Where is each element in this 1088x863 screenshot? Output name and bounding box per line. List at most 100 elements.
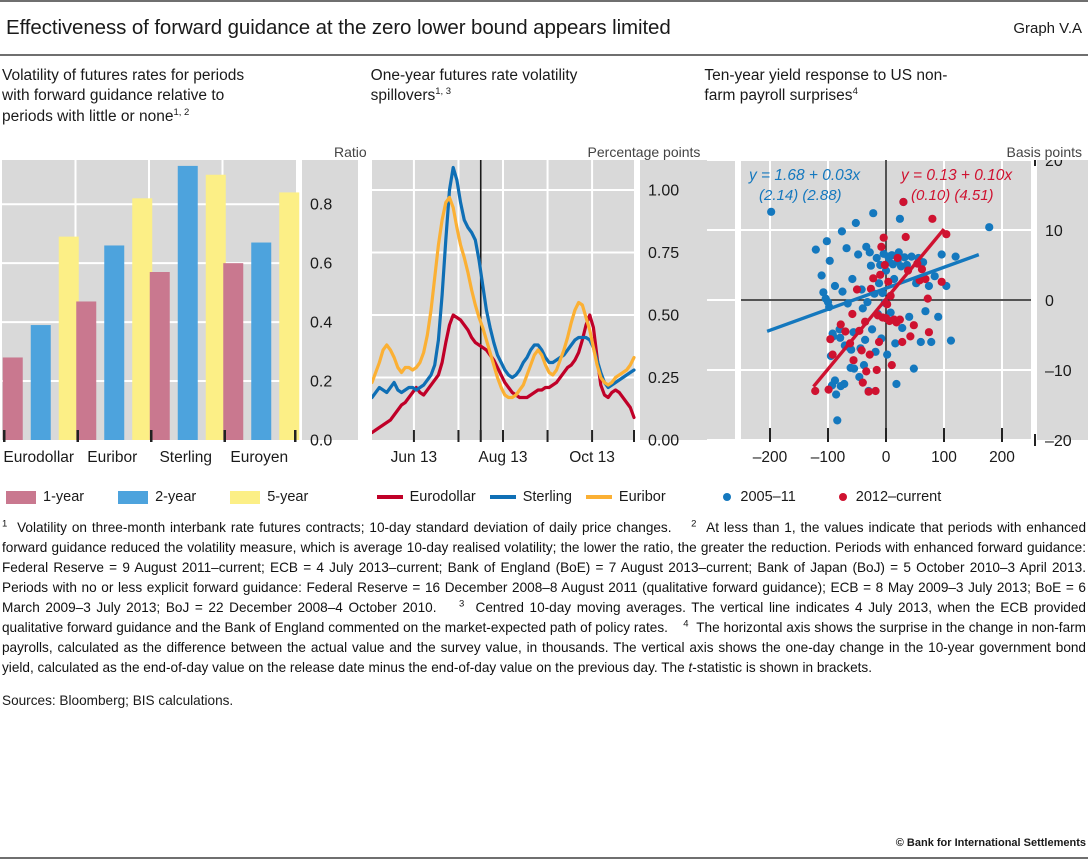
bar-1-year-Euroyen <box>223 263 244 440</box>
legend-item-2-year: 2-year <box>118 489 196 505</box>
scatter-point <box>825 256 834 265</box>
scatter-point <box>921 307 930 316</box>
x-tick <box>943 428 945 442</box>
page-title: Effectiveness of forward guidance at the… <box>6 16 671 39</box>
sources-line: Sources: Bloomberg; BIS calculations. <box>2 692 234 708</box>
scatter-point <box>869 274 878 283</box>
panel2-title-line2: spillovers <box>370 87 436 105</box>
legend-swatch-line <box>489 495 516 499</box>
y-tick-label: 10 <box>1045 223 1063 240</box>
scatter-point <box>851 218 860 228</box>
x-tick <box>885 428 887 442</box>
y-tick-label: 0.4 <box>310 315 332 332</box>
scatter-point <box>946 336 956 345</box>
footnote-text-4b: -statistic is shown in brackets. <box>692 659 873 675</box>
scatter-point <box>869 209 878 218</box>
y-edge-tick <box>1034 434 1036 446</box>
scatter-point <box>909 364 918 373</box>
line-chart-svg: 0.00 0.25 0.50 0.75 1.00 Jun 13 Aug 13 Oct 13 <box>370 160 707 466</box>
scatter-point <box>898 323 907 333</box>
bar-2-year-Sterling <box>177 165 198 441</box>
x-category-label: Sterling <box>159 449 212 466</box>
scatter-point <box>923 294 932 303</box>
scatter-point <box>907 252 916 261</box>
panel1-title-line3: periods with little or none <box>2 107 174 125</box>
footnotes: 1 Volatility on three-month interbank ra… <box>2 505 1086 678</box>
x-tick-label: Aug 13 <box>478 449 527 466</box>
scatter-point <box>879 233 888 242</box>
legend-swatch-line <box>585 495 612 499</box>
scatter-point <box>951 252 960 261</box>
bar-1-year-Euribor <box>76 301 97 440</box>
scatter-point <box>817 271 826 280</box>
scatter-series-2005-11 <box>767 197 994 425</box>
x-tick-label: Jun 13 <box>391 449 438 466</box>
legend-item-Eurodollar: Eurodollar <box>376 489 476 505</box>
y-tick-label: 0.0 <box>310 433 332 450</box>
bar-5-year-Euroyen <box>279 192 300 440</box>
scatter-point <box>895 214 905 223</box>
bottom-rule <box>0 857 1088 859</box>
panel-title-3: Ten-year yield response to US non- farm … <box>704 66 1086 144</box>
x-tick <box>546 430 549 442</box>
x-tick-label: Oct 13 <box>569 449 615 466</box>
scatter-point <box>824 385 833 394</box>
regression-eq-blue: y = 1.68 + 0.03x <box>748 167 861 184</box>
panel1-title-line2: with forward guidance relative to <box>2 87 225 105</box>
scatter-point <box>833 416 842 425</box>
scatter-point <box>916 337 925 347</box>
scatter-point <box>905 312 914 321</box>
scatter-point <box>857 346 866 355</box>
bar-2-year-Euribor <box>104 245 125 440</box>
scatter-point <box>895 315 905 324</box>
scatter-point <box>848 309 857 319</box>
legend-label: Euribor <box>618 489 666 505</box>
scatter-chart-svg: y = 1.68 + 0.03x (2.14) (2.88) y = 0.13 + … <box>707 153 1088 466</box>
scatter-point <box>871 386 880 396</box>
legend-label: Sterling <box>522 489 572 505</box>
scatter-point <box>848 274 857 284</box>
scatter-point <box>893 253 902 263</box>
footnote-text-2: At less than 1, the values indicate that… <box>2 520 1087 615</box>
x-tick <box>457 430 460 442</box>
y-tick-label: 0 <box>1045 293 1054 310</box>
footnote-marker-4: 4 <box>683 618 689 630</box>
scatter-point <box>899 197 908 207</box>
legend-item-2005–11: 2005–11 <box>714 489 796 505</box>
scatter-point <box>841 327 850 336</box>
scatter-point <box>906 332 915 341</box>
legend-panel2: Eurodollar Sterling Euribor <box>371 489 705 505</box>
panel2-title-line1: One-year futures rate volatility <box>370 67 578 84</box>
x-tick-label: 100 <box>931 449 957 466</box>
scatter-point <box>826 335 835 344</box>
line-series-Euribor <box>370 195 636 400</box>
x-tick-label: –100 <box>811 449 846 466</box>
panel2-title-footnote-ref: 1, 3 <box>435 86 452 98</box>
x-category-label: Euribor <box>87 449 137 466</box>
fit-line-2012-current <box>812 228 946 388</box>
regression-tstat-red: (0.10) (4.51) <box>911 187 994 204</box>
scatter-point <box>854 250 863 259</box>
panel3-title-line2: farm payroll surprises <box>704 87 853 105</box>
scatter-point <box>837 227 847 236</box>
scatter-point <box>930 272 939 281</box>
scatter-point <box>847 345 856 354</box>
footnote-text-3: Centred 10-day moving averages. The vert… <box>2 599 1086 635</box>
scatter-point <box>832 390 841 399</box>
x-tick <box>412 430 415 442</box>
scatter-point <box>830 281 840 291</box>
legend-label: 2-year <box>155 489 197 505</box>
x-tick <box>150 430 153 442</box>
scatter-point <box>865 350 874 359</box>
bar-2-year-Euroyen <box>251 242 272 440</box>
panel-titles: Volatility of futures rates for periods … <box>2 56 1086 144</box>
x-tick-label: 0 <box>882 449 891 466</box>
scatter-point <box>872 253 881 263</box>
panel1-title-footnote-ref: 1, 2 <box>173 106 190 118</box>
scatter-point <box>872 365 881 375</box>
bar-5-year-Sterling <box>205 174 226 440</box>
y-tick-label: –20 <box>1045 433 1072 450</box>
scatter-point <box>921 274 930 284</box>
x-tick <box>3 430 6 442</box>
scatter-point <box>864 387 873 396</box>
